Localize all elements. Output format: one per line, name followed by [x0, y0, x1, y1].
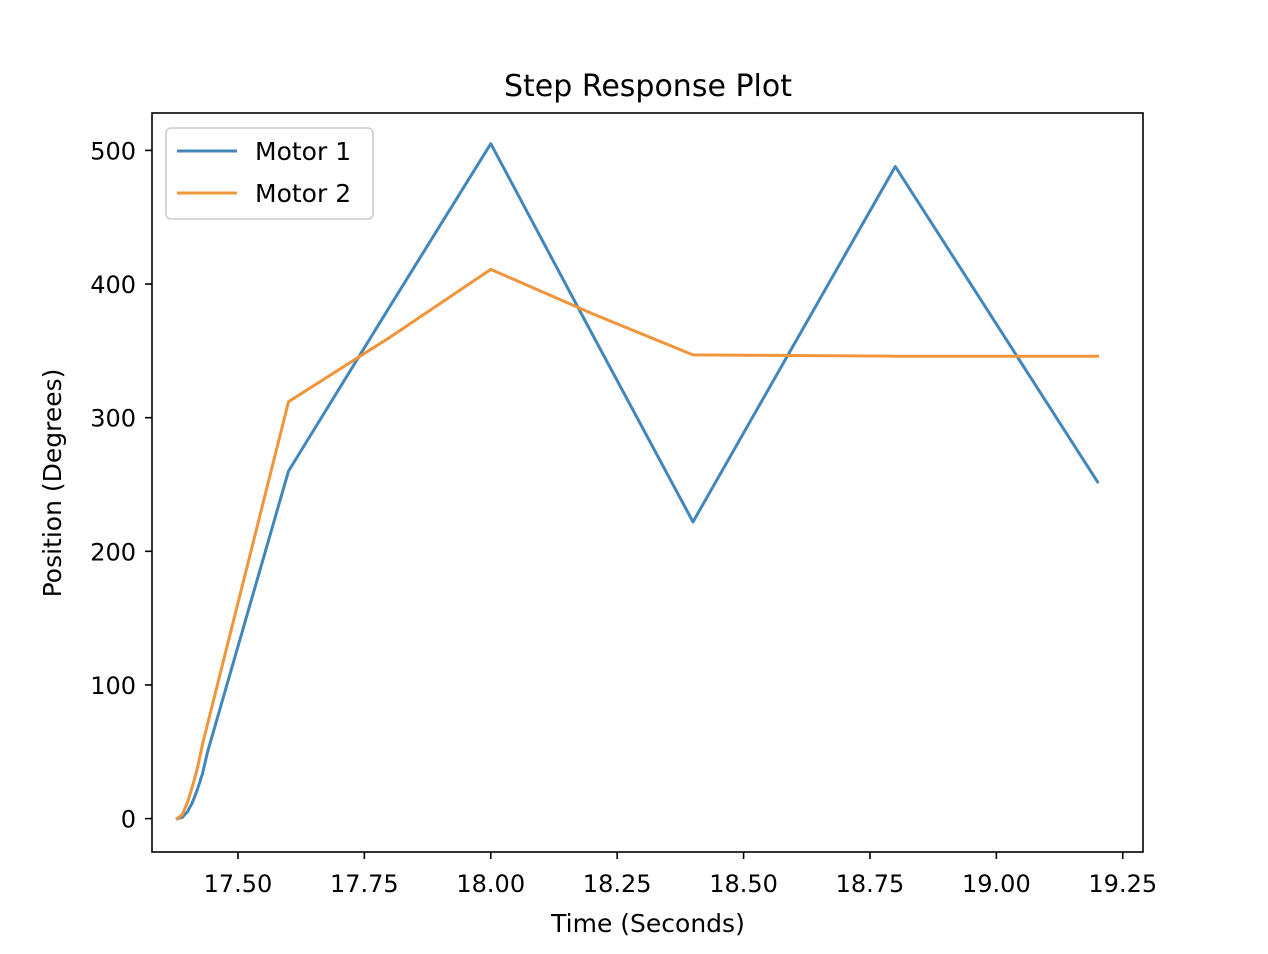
x-tick-label: 18.75 [836, 870, 905, 898]
x-tick-label: 18.25 [583, 870, 652, 898]
series-line-motor-1 [175, 142, 1100, 821]
x-tick-label: 17.75 [330, 870, 399, 898]
plot-frame [151, 112, 1144, 853]
y-tick-label: 300 [90, 405, 136, 433]
chart-title: Step Response Plot [504, 69, 792, 104]
y-tick-label: 500 [90, 137, 136, 165]
x-tick-label: 17.50 [204, 870, 273, 898]
x-tick-label: 18.00 [456, 870, 525, 898]
y-tick-label: 400 [90, 271, 136, 299]
y-tick-label: 200 [90, 538, 136, 566]
x-tick-label: 18.50 [709, 870, 778, 898]
x-tick-label: 19.00 [962, 870, 1031, 898]
y-tick-label: 0 [121, 806, 136, 834]
y-tick-label: 100 [90, 672, 136, 700]
legend: Motor 1 Motor 2 [165, 127, 374, 220]
y-axis-label: Position (Degrees) [38, 369, 67, 598]
plot-lines [175, 142, 1100, 821]
x-axis-ticks: 17.50 17.75 18.00 18.25 18.50 18.75 19.00 19.25 [204, 852, 1157, 898]
series-line-motor-2 [175, 267, 1099, 821]
y-axis-ticks: 0 100 200 300 400 500 [90, 137, 152, 834]
legend-label-motor-2: Motor 2 [255, 179, 351, 208]
x-tick-label: 19.25 [1088, 870, 1157, 898]
x-axis-label: Time (Seconds) [550, 909, 745, 938]
legend-label-motor-1: Motor 1 [255, 137, 351, 166]
